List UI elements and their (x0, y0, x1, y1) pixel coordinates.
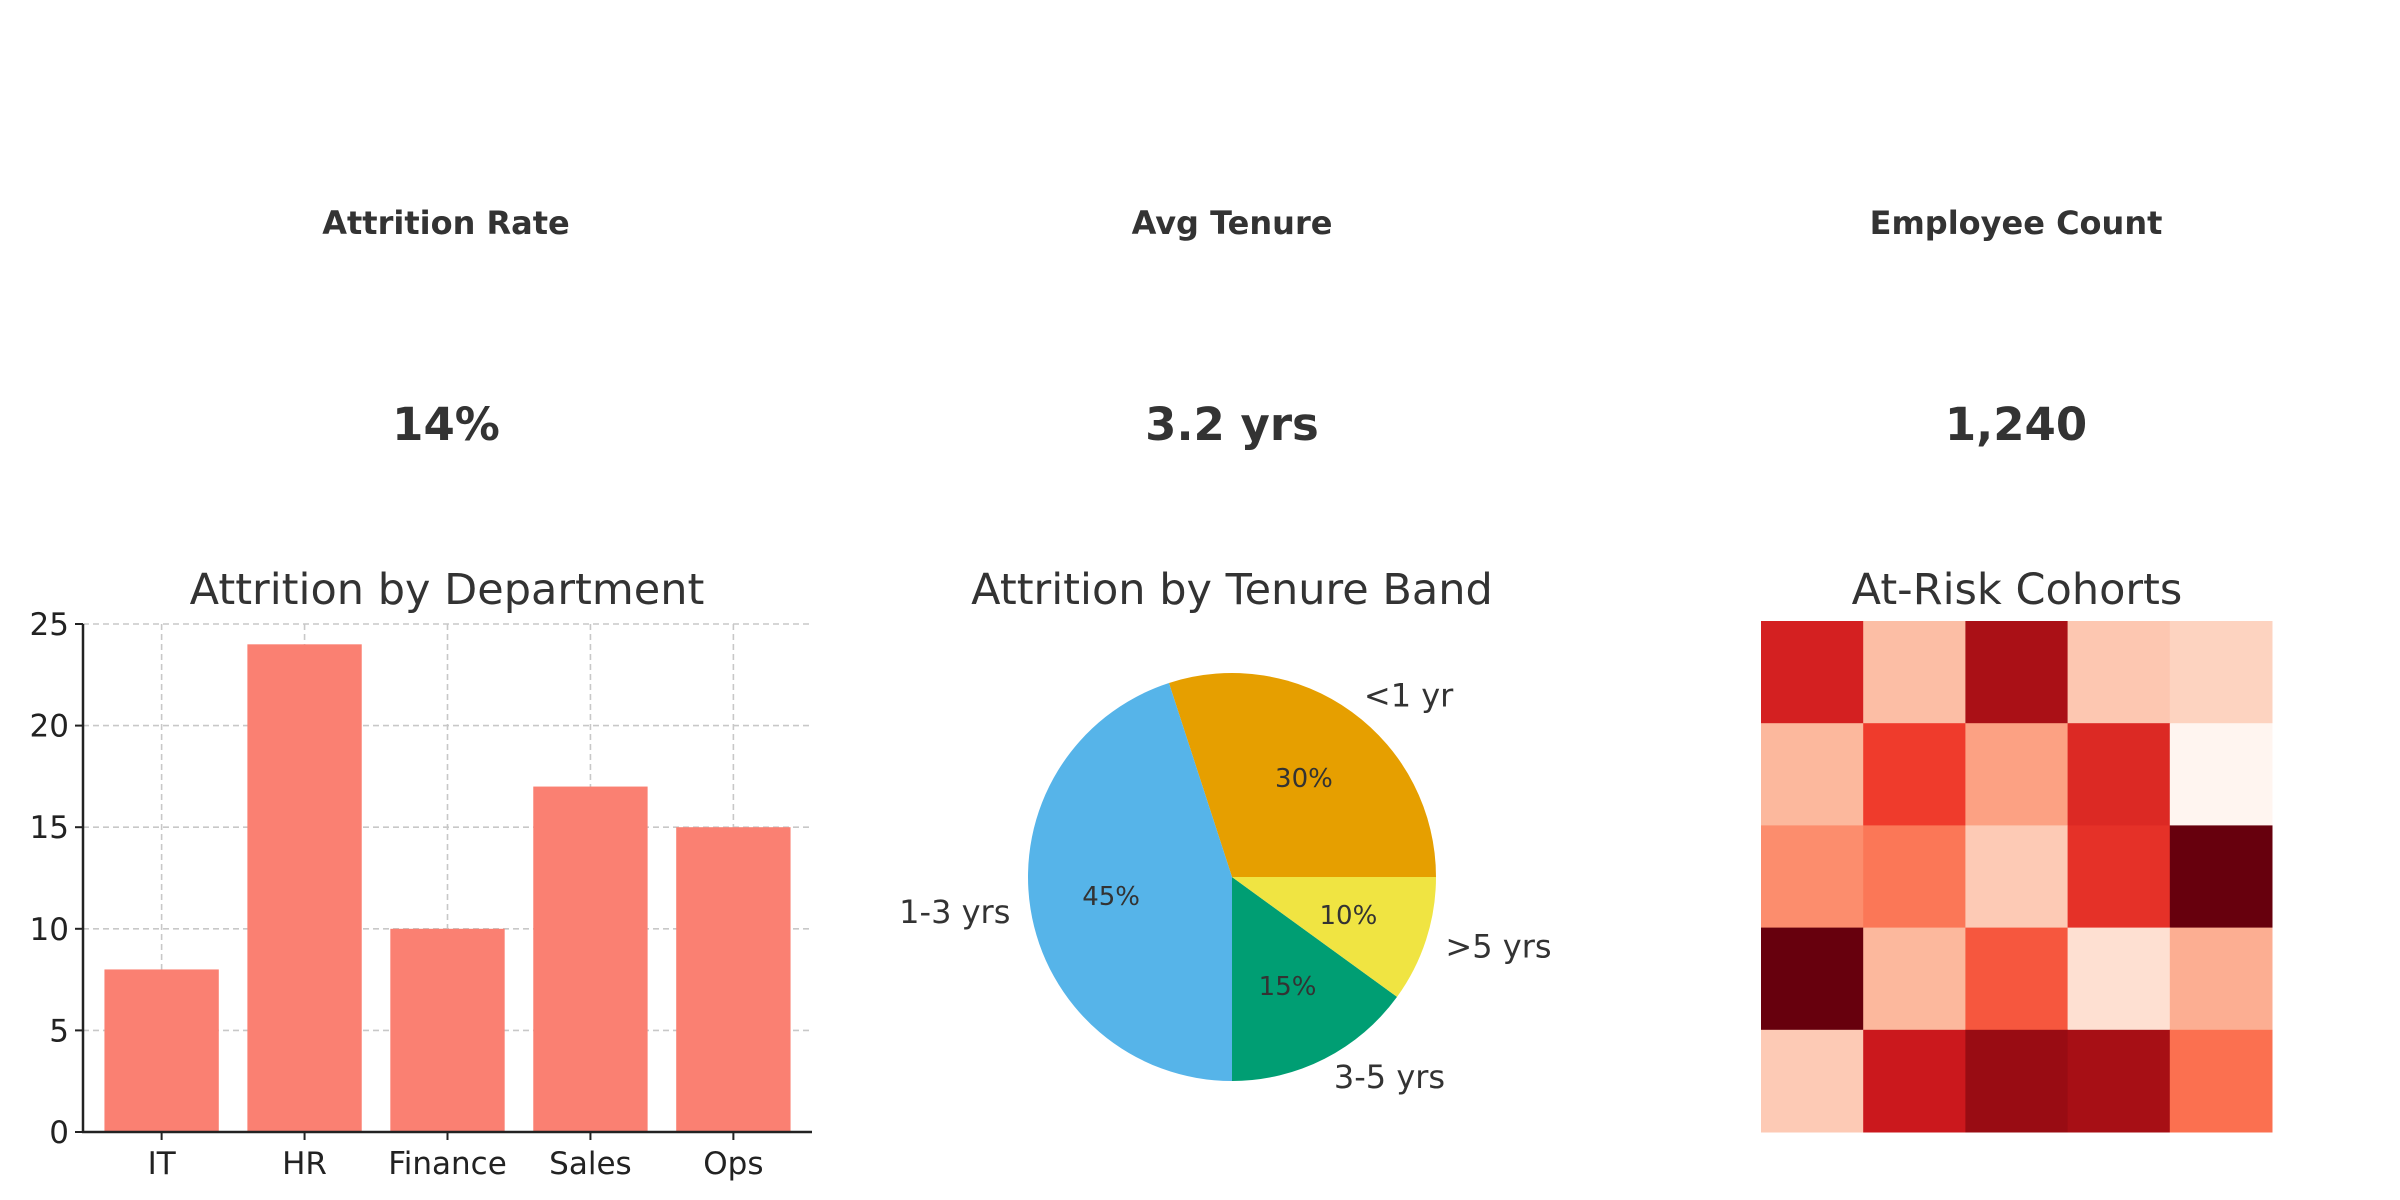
heatmap-cell (2169, 927, 2273, 1031)
heatmap-cell (1965, 927, 2069, 1031)
heatmap-cell (2169, 723, 2273, 826)
heatmap-cell (2067, 621, 2171, 724)
kpi-employee-count: Employee Count 1,240 (1870, 204, 2163, 451)
heatmap-cell (1965, 723, 2069, 826)
y-tick-label: 15 (30, 810, 69, 846)
bar-finance (390, 928, 505, 1132)
pie-slice (1168, 673, 1436, 877)
pie-label: >5 yrs (1445, 927, 1551, 965)
heatmap-cell (2067, 723, 2171, 826)
heatmap-cell (1863, 927, 1966, 1031)
pie-percent-label: 10% (1320, 901, 1378, 931)
y-tick-label: 10 (30, 912, 69, 948)
heatmap-cell (1863, 1029, 1966, 1133)
heatmap-cell (1863, 825, 1966, 929)
heatmap-title: At-Risk Cohorts (1852, 565, 2183, 615)
x-tick-label: IT (148, 1146, 177, 1182)
bar-it (104, 969, 219, 1132)
heatmap-cell (1761, 825, 1864, 929)
heatmap-cell (1965, 825, 2069, 929)
bar-sales (533, 786, 648, 1132)
heatmap-cell (1761, 1029, 1864, 1133)
pie-chart: Attrition by Tenure Band <1 yr 30% 1-3 yrs… (899, 565, 1551, 1096)
x-tick-label: HR (282, 1146, 327, 1182)
pie-slice (1028, 682, 1232, 1081)
x-tick-label: Sales (549, 1146, 632, 1182)
kpi-title: Employee Count (1870, 204, 2163, 242)
pie-slice (1232, 877, 1398, 1081)
bar-hr (247, 644, 362, 1132)
pie-slice (1232, 877, 1437, 997)
heatmap-cell (2067, 825, 2171, 929)
pie-label: 1-3 yrs (899, 893, 1010, 931)
y-tick-label: 0 (49, 1115, 69, 1151)
bar-chart: Attrition by Department 0 5 10 15 20 25 IT HR Fi… (30, 565, 812, 1182)
kpi-title: Avg Tenure (1132, 204, 1333, 242)
bar-chart-title: Attrition by Department (190, 565, 705, 615)
kpi-avg-tenure: Avg Tenure 3.2 yrs (1132, 204, 1333, 451)
x-tick-label: Ops (703, 1146, 763, 1182)
pie-percent-label: 15% (1259, 972, 1317, 1002)
heatmap-cell (1863, 621, 1966, 724)
y-tick-label: 5 (49, 1013, 69, 1049)
pie-percent-label: 30% (1275, 764, 1333, 794)
heatmap-cell (2169, 825, 2273, 929)
heatmap-cell (2067, 927, 2171, 1031)
kpi-title: Attrition Rate (322, 204, 570, 242)
x-tick-label: Finance (388, 1146, 507, 1182)
pie-percent-label: 45% (1082, 882, 1140, 912)
heatmap-cell (1965, 1029, 2069, 1133)
pie-label: 3-5 yrs (1334, 1058, 1445, 1096)
heatmap-cell (1761, 927, 1864, 1031)
heatmap-cell (1761, 621, 1864, 724)
bar-ops (676, 827, 791, 1132)
kpi-value: 14% (392, 398, 500, 451)
pie-chart-title: Attrition by Tenure Band (971, 565, 1493, 615)
heatmap-cell (1965, 621, 2069, 724)
heatmap-cell (1863, 723, 1966, 826)
kpi-value: 1,240 (1945, 398, 2087, 451)
heatmap-cell (1761, 723, 1864, 826)
heatmap-cell (2169, 1029, 2273, 1133)
y-tick-label: 20 (30, 709, 69, 745)
kpi-value: 3.2 yrs (1145, 398, 1319, 451)
pie-label: <1 yr (1364, 676, 1454, 714)
y-tick-label: 25 (30, 607, 69, 643)
heatmap-cell (2067, 1029, 2171, 1133)
heatmap-cell (2169, 621, 2273, 724)
heatmap: At-Risk Cohorts (1761, 565, 2273, 1133)
kpi-attrition-rate: Attrition Rate 14% (322, 204, 570, 451)
